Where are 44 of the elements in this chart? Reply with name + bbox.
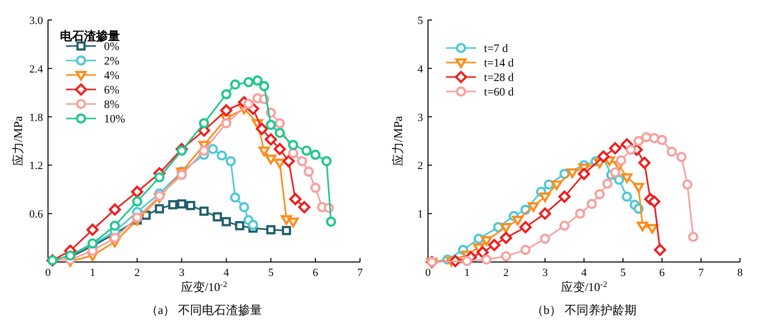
x-tick-label: 6	[312, 267, 319, 279]
x-tick-label: 7	[698, 267, 704, 279]
x-tick-label: 6	[659, 267, 666, 279]
x-tick-label: 4	[224, 267, 230, 279]
legend-label: 6%	[104, 84, 120, 96]
text: （a） 不同电石渣掺量	[146, 303, 262, 317]
y-tick-label: 2	[418, 160, 423, 172]
legend-label: t=7 d	[484, 43, 508, 55]
legend-label: t=60 d	[484, 86, 514, 98]
y-tick-label: 2.4	[29, 63, 44, 76]
legend-title: 电石渣掺量	[60, 29, 120, 43]
legend-label: t=28 d	[484, 72, 514, 84]
legend-label: t=14 d	[484, 58, 514, 70]
y-tick-label: 0.6	[29, 208, 44, 221]
y-tick-label: 1.2	[29, 160, 43, 172]
legend-label: 10%	[104, 114, 126, 126]
y-tick-label: 1.8	[29, 112, 44, 124]
y-tick-label: 5	[418, 15, 424, 27]
x-tick-label: 2	[134, 267, 140, 279]
legend-label: 2%	[104, 56, 120, 68]
x-tick-label: 1	[90, 267, 96, 279]
x-tick-label: 3	[542, 267, 548, 279]
x-tick-label: 1	[464, 267, 470, 279]
x-tick-label: 3	[178, 267, 185, 279]
y-tick-label: 3	[418, 112, 424, 124]
legend-label: 4%	[104, 70, 120, 82]
x-tick-label: 8	[737, 267, 744, 279]
x-axis-title: 应变/10$^{-2}$	[560, 280, 608, 294]
y-tick-label: 4	[418, 63, 424, 76]
x-tick-label: 0	[45, 267, 52, 279]
y-tick-label: 1	[418, 208, 423, 221]
y-axis-title: 应力/MPa	[391, 115, 405, 166]
y-axis-title: 应力/MPa	[11, 115, 25, 166]
x-axis-title: 应变/10$^{-2}$	[180, 280, 228, 294]
legend-label: 0%	[104, 41, 120, 53]
x-tick-label: 5	[268, 267, 274, 279]
x-tick-label: 4	[581, 267, 588, 279]
y-tick-label: 3.0	[29, 15, 44, 27]
x-tick-label: 0	[425, 267, 432, 279]
x-tick-label: 2	[503, 267, 509, 279]
legend-label: 8%	[104, 99, 120, 111]
x-tick-label: 5	[620, 267, 626, 279]
text: （b） 不同养护龄期	[532, 303, 636, 317]
x-tick-label: 7	[357, 267, 364, 279]
